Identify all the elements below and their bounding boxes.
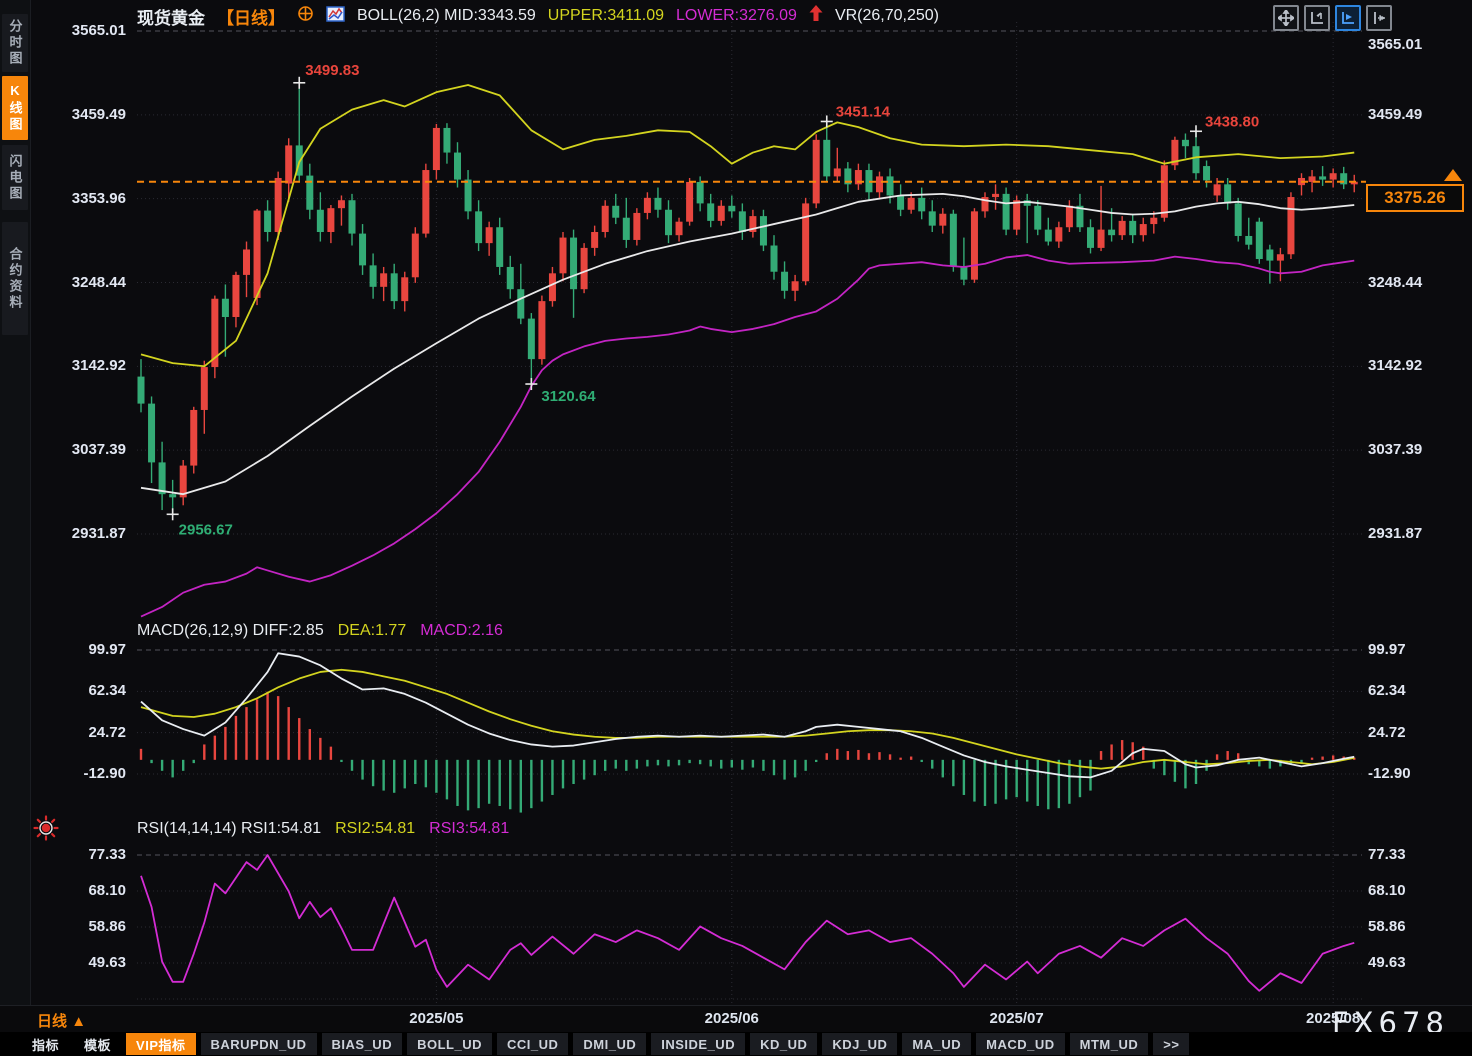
x-axis-month-label: 2025/05 xyxy=(409,1010,464,1027)
header-text: LOWER:3276.09 xyxy=(675,7,797,24)
indicator-tab[interactable]: 模板 xyxy=(84,1037,112,1053)
axis-tick-label: 99.97 xyxy=(1368,641,1406,658)
chart-axis-play-icon[interactable] xyxy=(1335,5,1361,31)
axis-tick-label: 49.63 xyxy=(1368,954,1406,971)
indicator-tab[interactable]: CCI_UD xyxy=(496,1033,569,1055)
axis-tick-label: 24.72 xyxy=(1368,723,1406,741)
indicator-text: RSI3:54.81 xyxy=(429,820,510,837)
axis-tick-label: 3459.49 xyxy=(71,105,126,123)
axis-tick-label: 77.33 xyxy=(88,846,126,863)
axis-tick-label: 58.86 xyxy=(1368,918,1406,935)
indicator-text: RSI(14,14,14) RSI1:54.81 xyxy=(137,820,322,837)
rsi-indicator-header: RSI(14,14,14) RSI1:54.81 RSI2:54.81 RSI3:5… xyxy=(137,820,509,838)
indicator-tabs-bar: 指标 模板 VIP指标 BARUPDN_UD BIAS_UD BOLL_UD CCI_UD D… xyxy=(0,1032,1472,1056)
indicator-tab[interactable]: KDJ_UD xyxy=(822,1033,898,1055)
axis-tick-label: 3142.92 xyxy=(71,357,126,375)
indicator-tab[interactable]: BOLL_UD xyxy=(407,1033,492,1055)
more-indicators-button[interactable]: >> xyxy=(1153,1033,1190,1055)
x-axis-month-label: 2025/07 xyxy=(989,1010,1044,1027)
axis-tick-label: 3459.49 xyxy=(1368,105,1423,123)
axis-tick-label: 99.97 xyxy=(88,641,126,658)
sidebar-tab-1[interactable]: 分时图 xyxy=(2,14,28,72)
header-text: BOLL(26,2) MID:3343.59 xyxy=(357,7,536,24)
axis-tick-label: 58.86 xyxy=(88,918,126,935)
indicator-tab[interactable]: KD_UD xyxy=(750,1033,818,1055)
indicator-tab[interactable]: MTM_UD xyxy=(1069,1033,1149,1055)
period-label[interactable]: 日线 ▲ xyxy=(37,1013,87,1030)
header-text: 现货黄金 xyxy=(137,8,205,28)
indicator-text: MACD(26,12,9) DIFF:2.85 xyxy=(137,622,324,639)
axis-tick-label: 3248.44 xyxy=(71,273,126,291)
axis-tick-label: 3353.96 xyxy=(71,189,126,207)
period-triangle-icon: ▲ xyxy=(71,1013,87,1030)
alert-dot-icon[interactable] xyxy=(33,815,59,841)
axis-tick-label: 68.10 xyxy=(1368,881,1406,899)
axis-tick-label: 62.34 xyxy=(1368,682,1406,700)
indicator-tab[interactable]: VIP指标 xyxy=(126,1033,196,1055)
axis-tick-label: -12.90 xyxy=(1368,765,1411,782)
sidebar-tab-3[interactable]: 闪电图 xyxy=(2,145,28,210)
right-price-axis: 3565.013459.493353.963248.443142.923037.… xyxy=(1366,0,1470,1006)
chart-axis-left-icon[interactable] xyxy=(1304,5,1330,31)
up-arrow-icon xyxy=(809,5,823,27)
axis-tick-label: 77.33 xyxy=(1368,846,1406,863)
mini-chart-icon xyxy=(326,5,345,27)
price-annotation: 3120.64 xyxy=(541,388,596,405)
axis-tick-label: 3565.01 xyxy=(71,22,126,39)
indicator-tab[interactable]: MACD_UD xyxy=(976,1033,1065,1055)
price-annotation: 2956.67 xyxy=(179,521,233,538)
target-icon xyxy=(297,5,314,27)
indicator-tab[interactable]: 指标 xyxy=(32,1037,60,1053)
top-right-toolbar xyxy=(1273,5,1392,31)
price-annotation: 3438.80 xyxy=(1205,113,1259,130)
indicator-text: MACD:2.16 xyxy=(420,622,503,639)
last-price-tag: 3375.26 xyxy=(1366,183,1464,212)
macd-indicator-header: MACD(26,12,9) DIFF:2.85 DEA:1.77 MACD:2.16 xyxy=(137,622,503,640)
sidebar-tab-2[interactable]: K线图 xyxy=(2,76,28,140)
x-axis-row: 日线 ▲ 2025/05 2025/06 2025/07 2025/08 xyxy=(0,1006,1472,1032)
header-text: 【日线】 xyxy=(217,8,285,28)
axis-tick-label: 3037.39 xyxy=(71,441,126,459)
axis-tick-label: 24.72 xyxy=(88,723,126,741)
price-annotation: 3499.83 xyxy=(305,62,359,79)
indicator-text: RSI2:54.81 xyxy=(335,820,416,837)
chart-exit-icon[interactable] xyxy=(1366,5,1392,31)
axis-tick-label: 3248.44 xyxy=(1368,273,1423,291)
header-text: UPPER:3411.09 xyxy=(547,7,664,24)
left-price-axis: 3565.01 3459.49 3353.96 3248.44 3142.92 3037.… xyxy=(30,0,132,1006)
last-price-value: 3375.26 xyxy=(1384,187,1446,207)
axis-tick-label: 3037.39 xyxy=(1368,441,1423,459)
indicator-tab[interactable]: BIAS_UD xyxy=(321,1033,403,1055)
axis-tick-label: 3142.92 xyxy=(1368,357,1423,375)
indicator-tab[interactable]: INSIDE_UD xyxy=(651,1033,746,1055)
axis-tick-label: 2931.87 xyxy=(71,525,126,542)
indicator-tab[interactable]: MA_UD xyxy=(902,1033,972,1055)
indicator-tab[interactable]: BARUPDN_UD xyxy=(200,1033,317,1055)
pan-crosshair-icon[interactable] xyxy=(1273,5,1299,31)
chart-header: 现货黄金 【日线】 BOLL(26,2) MID:3343.59 UPPER:3411… xyxy=(137,2,939,30)
price-marker-triangle-icon xyxy=(1444,169,1462,181)
header-text: VR(26,70,250) xyxy=(834,7,939,24)
axis-tick-label: 49.63 xyxy=(88,954,126,971)
axis-tick-label: 3565.01 xyxy=(1368,36,1423,53)
axis-tick-label: -12.90 xyxy=(83,765,126,782)
x-axis-month-label: 2025/06 xyxy=(704,1010,759,1027)
indicator-text: DEA:1.77 xyxy=(337,622,407,639)
sidebar-tab-4[interactable]: 合约资料 xyxy=(2,222,28,335)
x-axis-month-label: 2025/08 xyxy=(1306,1010,1361,1027)
left-sidebar: 分时图 K线图闪电图合约资料 xyxy=(0,0,31,1056)
indicator-tab[interactable]: DMI_UD xyxy=(573,1033,647,1055)
axis-tick-label: 62.34 xyxy=(88,682,126,700)
bottom-separator xyxy=(0,1005,1472,1006)
price-annotation: 3451.14 xyxy=(836,103,891,120)
axis-tick-label: 2931.87 xyxy=(1368,525,1423,542)
axis-tick-label: 68.10 xyxy=(88,881,126,899)
